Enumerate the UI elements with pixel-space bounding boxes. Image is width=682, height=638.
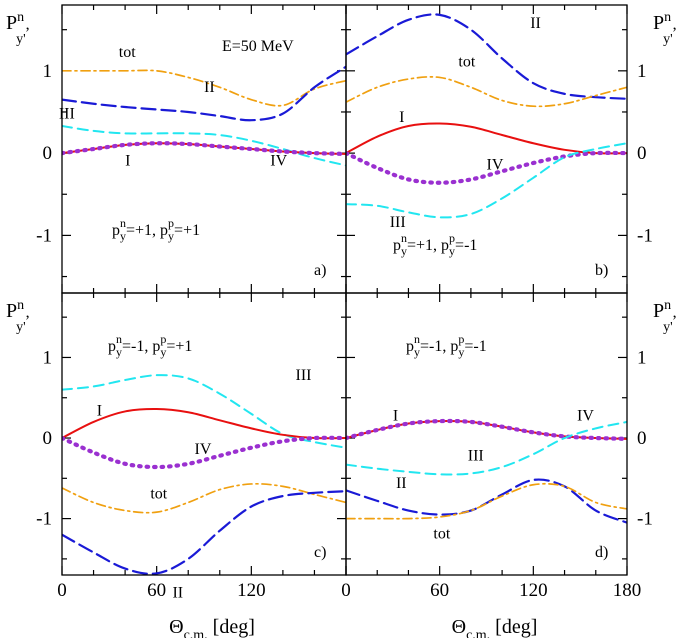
curve-label-I: I	[97, 402, 102, 419]
ticks-a	[61, 5, 347, 293]
y-tick-label: -1	[637, 225, 653, 246]
curve-label-II: II	[396, 475, 407, 492]
curve-label-I: I	[393, 407, 398, 424]
curve-label-tot: tot	[458, 54, 475, 71]
series-line-I-b	[346, 122, 627, 155]
condition-label: pyn=-1, pyp=-1	[406, 332, 487, 359]
curve-label-II: II	[204, 79, 215, 96]
panel-tag: a)	[314, 262, 326, 279]
curve-label-IV: IV	[577, 407, 594, 424]
series-line-IV-a	[62, 141, 346, 157]
x-tick-label: 120	[237, 580, 266, 601]
condition-label: pyn=-1, pyp=+1	[108, 332, 192, 359]
condition-label: pyn=+1, pyp=+1	[112, 216, 200, 243]
curve-label-IV: IV	[270, 152, 287, 169]
x-tick-label: 60	[430, 580, 449, 601]
y-tick-label: -1	[36, 509, 52, 530]
panel-tag: d)	[595, 544, 608, 561]
series-line-I-c	[62, 407, 346, 440]
series-line-II-b	[346, 13, 627, 100]
curve-label-tot: tot	[433, 526, 450, 543]
curve-label-III: III	[468, 448, 484, 465]
curve-label-IV: IV	[487, 157, 504, 174]
y-tick-label: 1	[637, 61, 647, 82]
curve-label-tot: tot	[150, 485, 167, 502]
y-tick-label: 0	[43, 143, 53, 164]
series-line-III-d	[346, 420, 627, 476]
panel-tag: b)	[595, 262, 608, 279]
y-tick-label: -1	[36, 225, 52, 246]
y-axis-label: Pn y',	[653, 10, 677, 47]
y-tick-label: -1	[637, 509, 653, 530]
series-line-IV-d	[346, 418, 627, 441]
panel-frame-a	[61, 4, 347, 294]
curve-label-III: III	[390, 214, 406, 231]
series-line-III-b	[346, 142, 627, 219]
y-axis-label: Pn y',	[653, 298, 677, 335]
curve-label-I: I	[399, 109, 404, 126]
y-tick-label: 0	[637, 428, 647, 449]
panel-frame-d	[345, 292, 628, 576]
x-tick-label: 0	[57, 580, 67, 601]
condition-label: pyn=+1, pyp=-1	[393, 231, 477, 258]
y-tick-label: 0	[637, 143, 647, 164]
series-line-IV-b	[346, 150, 627, 185]
x-axis-title: Θc.m. [deg]	[169, 616, 255, 638]
series-line-II-d	[346, 478, 627, 524]
series-line-tot-c	[62, 482, 346, 514]
ticks-b	[345, 5, 628, 293]
curve-label-IV: IV	[195, 441, 212, 458]
x-tick-label: 180	[613, 580, 642, 601]
series-line-IV-c	[62, 435, 346, 470]
panel-tag: c)	[314, 544, 326, 561]
series-line-tot-d	[346, 482, 627, 520]
y-tick-label: 0	[43, 428, 53, 449]
series-line-tot-a	[62, 69, 346, 107]
panel-b: II tot I IV III b) pyn=+1, pyp=-1 -1 0 1 Pn y',	[345, 4, 677, 294]
y-tick-label: 1	[43, 61, 53, 82]
curve-label-II: II	[172, 585, 183, 602]
series-line-III-a	[62, 124, 346, 167]
panel-frame-c	[61, 292, 347, 576]
x-tick-label: 60	[147, 580, 166, 601]
x-axis-title: Θc.m. [deg]	[452, 616, 538, 638]
y-axis-label: Pn y',	[6, 298, 30, 335]
x-tick-label: 120	[519, 580, 548, 601]
ticks-c	[61, 293, 347, 575]
y-tick-label: 1	[637, 347, 647, 368]
series-line-II-a	[62, 65, 346, 122]
curve-label-tot: tot	[119, 44, 136, 61]
y-tick-label: 1	[43, 347, 53, 368]
curve-label-III: III	[59, 106, 75, 123]
curve-label-I: I	[125, 152, 130, 169]
curve-label-III: III	[296, 367, 312, 384]
x-tick-label: 0	[341, 580, 351, 601]
series-line-III-c	[62, 374, 346, 449]
panel-frame-b	[345, 4, 628, 294]
y-axis-label: Pn y',	[6, 10, 30, 47]
ticks-d	[345, 293, 628, 575]
series-line-tot-b	[346, 76, 627, 108]
series-line-II-c	[62, 490, 346, 575]
curve-label-II: II	[530, 15, 541, 32]
energy-label: E=50 MeV	[222, 38, 294, 55]
